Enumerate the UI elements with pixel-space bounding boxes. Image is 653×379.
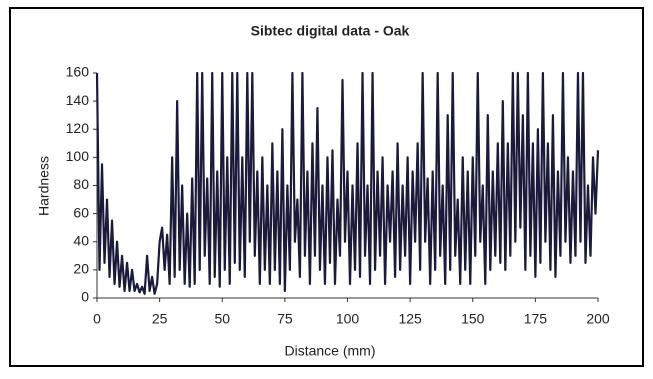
x-tick-label: 50 bbox=[214, 311, 230, 327]
chart-title: Sibtec digital data - Oak bbox=[251, 23, 410, 39]
y-tick-label: 120 bbox=[66, 120, 90, 136]
x-tick-label: 175 bbox=[524, 311, 548, 327]
y-tick-label: 0 bbox=[81, 289, 89, 305]
x-tick-label: 0 bbox=[93, 311, 101, 327]
x-axis-label: Distance (mm) bbox=[284, 343, 375, 359]
y-tick-label: 20 bbox=[73, 261, 89, 277]
x-tick-label: 75 bbox=[277, 311, 293, 327]
y-tick-label: 160 bbox=[66, 64, 90, 80]
y-tick-label: 60 bbox=[73, 204, 89, 220]
x-tick-label: 200 bbox=[586, 311, 610, 327]
y-tick-label: 80 bbox=[73, 176, 89, 192]
y-tick-label: 140 bbox=[66, 92, 90, 108]
x-tick-label: 100 bbox=[336, 311, 360, 327]
data-line bbox=[95, 71, 600, 295]
y-tick-label: 100 bbox=[66, 148, 90, 164]
y-tick-label: 40 bbox=[73, 232, 89, 248]
x-tick-label: 150 bbox=[461, 311, 485, 327]
x-tick-label: 25 bbox=[152, 311, 168, 327]
x-tick-label: 125 bbox=[398, 311, 422, 327]
y-axis-label: Hardness bbox=[36, 156, 52, 216]
